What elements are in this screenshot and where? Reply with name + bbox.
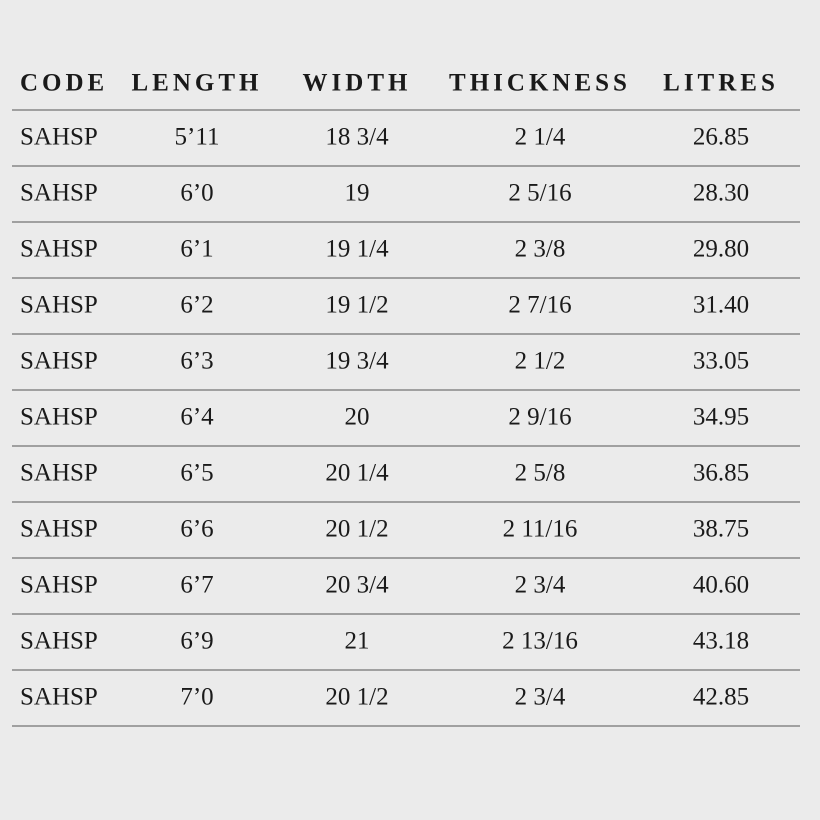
table-cell: 6’7 [180, 572, 213, 599]
table-cell: 6’1 [180, 236, 213, 263]
table-cell: 7’0 [180, 684, 213, 711]
table-cell: 36.85 [693, 460, 749, 487]
table-cell: 6’2 [180, 292, 213, 319]
table-cell: 2 3/4 [515, 572, 566, 599]
column-header: WIDTH [303, 70, 412, 97]
column-header: LENGTH [132, 70, 263, 97]
table-cell: 2 13/16 [502, 628, 578, 655]
table-cell: SAHSP [20, 124, 98, 151]
table-cell: 21 [345, 628, 370, 655]
table-cell: 20 [345, 404, 370, 431]
table-cell: 29.80 [693, 236, 749, 263]
table-cell: 18 3/4 [325, 124, 389, 151]
column-header: THICKNESS [449, 70, 631, 97]
table-cell: 6’0 [180, 180, 213, 207]
table-cell: 31.40 [693, 292, 749, 319]
table-cell: 6’9 [180, 628, 213, 655]
table-cell: 20 1/2 [325, 684, 388, 711]
column-header: LITRES [663, 70, 779, 97]
table-cell: 6’4 [180, 404, 214, 431]
table-cell: SAHSP [20, 180, 98, 207]
table-cell: 19 1/2 [325, 292, 388, 319]
table-cell: 28.30 [693, 180, 749, 207]
table-cell: 26.85 [693, 124, 749, 151]
table-cell: 6’5 [180, 460, 213, 487]
table-cell: 19 [345, 180, 370, 207]
table-cell: 38.75 [693, 516, 749, 543]
table-cell: 2 3/8 [515, 236, 566, 263]
table-cell: 2 7/16 [508, 292, 571, 319]
table-cell: SAHSP [20, 460, 98, 487]
table-cell: SAHSP [20, 348, 98, 375]
table-cell: 20 1/4 [325, 460, 389, 487]
table-cell: SAHSP [20, 628, 98, 655]
table-cell: 6’3 [180, 348, 213, 375]
column-header: CODE [20, 70, 108, 97]
table-cell: SAHSP [20, 236, 98, 263]
table-cell: 42.85 [693, 684, 749, 711]
table-cell: 5’11 [175, 124, 220, 151]
table-cell: SAHSP [20, 292, 98, 319]
table-cell: 20 1/2 [325, 516, 388, 543]
table-cell: 2 1/4 [515, 124, 566, 151]
table-cell: 43.18 [693, 628, 749, 655]
table-cell: 2 5/16 [508, 180, 571, 207]
table-cell: 2 3/4 [515, 684, 566, 711]
table-cell: 40.60 [693, 572, 749, 599]
table-cell: 6’6 [180, 516, 213, 543]
table-cell: SAHSP [20, 684, 98, 711]
table-cell: 19 3/4 [325, 348, 389, 375]
table-cell: 33.05 [693, 348, 749, 375]
table-cell: SAHSP [20, 516, 98, 543]
table-cell: 20 3/4 [325, 572, 389, 599]
table-cell: 2 9/16 [508, 404, 571, 431]
table-cell: 2 1/2 [515, 348, 566, 375]
table-cell: SAHSP [20, 404, 98, 431]
table-cell: 2 11/16 [503, 516, 578, 543]
table-cell: 19 1/4 [325, 236, 389, 263]
table-cell: SAHSP [20, 572, 98, 599]
table-cell: 34.95 [693, 404, 749, 431]
table-cell: 2 5/8 [515, 460, 566, 487]
